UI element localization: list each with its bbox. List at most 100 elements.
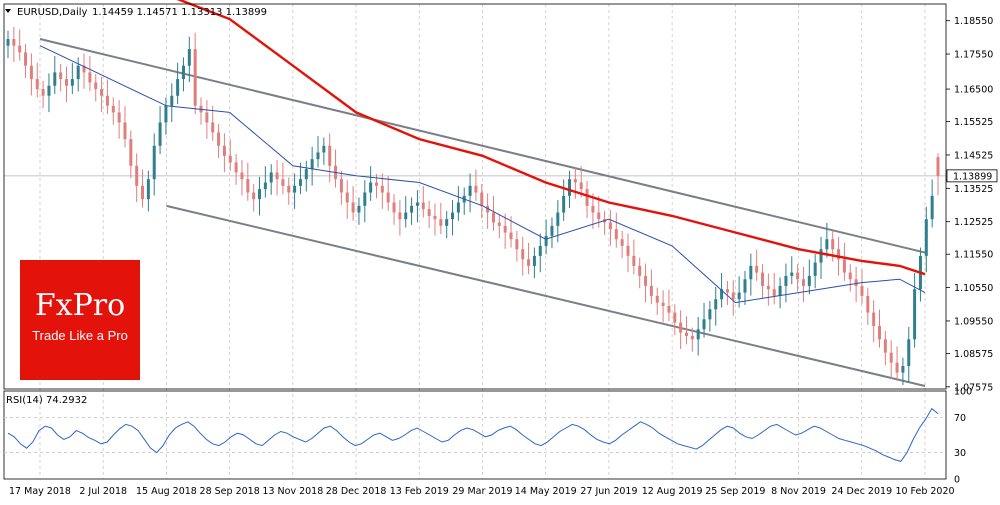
rsi-y-tick-label: 0: [954, 475, 960, 486]
candle-body: [18, 45, 22, 53]
candle-body: [217, 132, 221, 146]
rsi-pane-border: [3, 390, 947, 480]
candle-body: [433, 215, 437, 220]
candle-body: [720, 289, 724, 300]
candle-body: [772, 289, 776, 296]
candle-body: [807, 275, 811, 286]
candle-body: [696, 329, 700, 340]
candle-body: [94, 82, 98, 90]
candle-body: [141, 185, 145, 200]
candle-body: [550, 225, 554, 236]
candle-body: [41, 89, 45, 96]
x-tick-label: 29 Mar 2019: [452, 486, 512, 497]
candle-body: [187, 49, 191, 66]
candle-body: [76, 65, 80, 80]
candle-body: [761, 272, 765, 286]
candle-body: [64, 79, 68, 86]
candle-body: [205, 112, 209, 123]
candle-body: [6, 39, 10, 46]
candle-body: [819, 249, 823, 263]
candle-body: [813, 262, 817, 276]
candle-body: [924, 219, 928, 256]
y-tick-label: 1.11550: [954, 250, 993, 261]
candle-body: [304, 169, 308, 180]
candle-body: [491, 212, 495, 223]
candle-body: [181, 65, 185, 80]
candle-body: [936, 157, 940, 176]
candle-body: [515, 239, 519, 250]
x-tick-label: 12 Aug 2019: [642, 486, 703, 497]
candle-body: [661, 302, 665, 306]
logo-tagline: Trade Like a Pro: [32, 328, 128, 343]
candle-body: [731, 292, 735, 300]
candle-body: [486, 205, 490, 213]
candle-body: [351, 202, 355, 213]
candle-body: [468, 185, 472, 196]
candle-body: [445, 219, 449, 226]
candle-body: [684, 332, 688, 336]
x-tick-label: 28 Sep 2018: [200, 486, 260, 497]
candle-body: [421, 202, 425, 210]
candle-body: [649, 285, 653, 296]
candle-body: [357, 205, 361, 213]
last-price-box: [946, 169, 998, 183]
candle-body: [825, 239, 829, 250]
candle-body: [35, 79, 39, 90]
x-tick-label: 17 May 2018: [9, 486, 71, 497]
candle-body: [895, 362, 899, 373]
candle-body: [573, 179, 577, 183]
ma-short-line: [39, 45, 926, 304]
candle-body: [778, 285, 782, 296]
candle-body: [597, 212, 601, 220]
candle-body: [667, 305, 671, 313]
fxpro-logo: FxPro Trade Like a Pro: [20, 260, 140, 380]
candle-body: [374, 182, 378, 186]
candle-body: [860, 285, 864, 296]
candle-body: [655, 295, 659, 303]
candle-body: [392, 202, 396, 213]
candle-body: [527, 259, 531, 266]
candle-body: [801, 279, 805, 286]
candle-body: [345, 192, 349, 203]
candle-body: [673, 312, 677, 323]
last-price-label: 1.13899: [953, 171, 992, 182]
candle-body: [82, 65, 86, 73]
candle-body: [158, 122, 162, 146]
candle-body: [316, 152, 320, 160]
candle-body: [222, 145, 226, 156]
candle-body: [626, 245, 630, 256]
x-tick-label: 14 May 2019: [515, 486, 577, 497]
candle-body: [474, 185, 478, 193]
candle-body: [415, 202, 419, 206]
candle-body: [714, 299, 718, 310]
candle-body: [328, 145, 332, 166]
x-tick-label: 13 Feb 2019: [390, 486, 449, 497]
candle-body: [614, 229, 618, 240]
candle-body: [632, 255, 636, 266]
candle-body: [883, 339, 887, 353]
candle-body: [47, 85, 51, 96]
y-tick-label: 1.08575: [954, 349, 993, 360]
candle-body: [70, 79, 74, 86]
candle-body: [135, 165, 139, 186]
rsi-y-tick-label: 100: [954, 387, 972, 398]
candle-body: [12, 39, 16, 46]
candle-body: [339, 179, 343, 193]
candle-body: [404, 212, 408, 220]
rsi-y-tick-label: 30: [954, 448, 966, 459]
candle-body: [532, 255, 536, 266]
candle-body: [842, 259, 846, 273]
symbol-menu-icon[interactable]: [5, 9, 11, 13]
candle-body: [146, 179, 150, 200]
ohlc-label: 1.14459 1.14571 1.13313 1.13899: [92, 7, 267, 18]
ma-long-line: [176, 0, 926, 276]
channel-layer: [39, 38, 926, 387]
x-tick-label: 15 Aug 2018: [136, 486, 197, 497]
candle-body: [679, 322, 683, 333]
ma-layer: [39, 0, 926, 304]
candle-body: [456, 202, 460, 213]
candle-body: [509, 232, 513, 240]
candle-body: [363, 192, 367, 206]
